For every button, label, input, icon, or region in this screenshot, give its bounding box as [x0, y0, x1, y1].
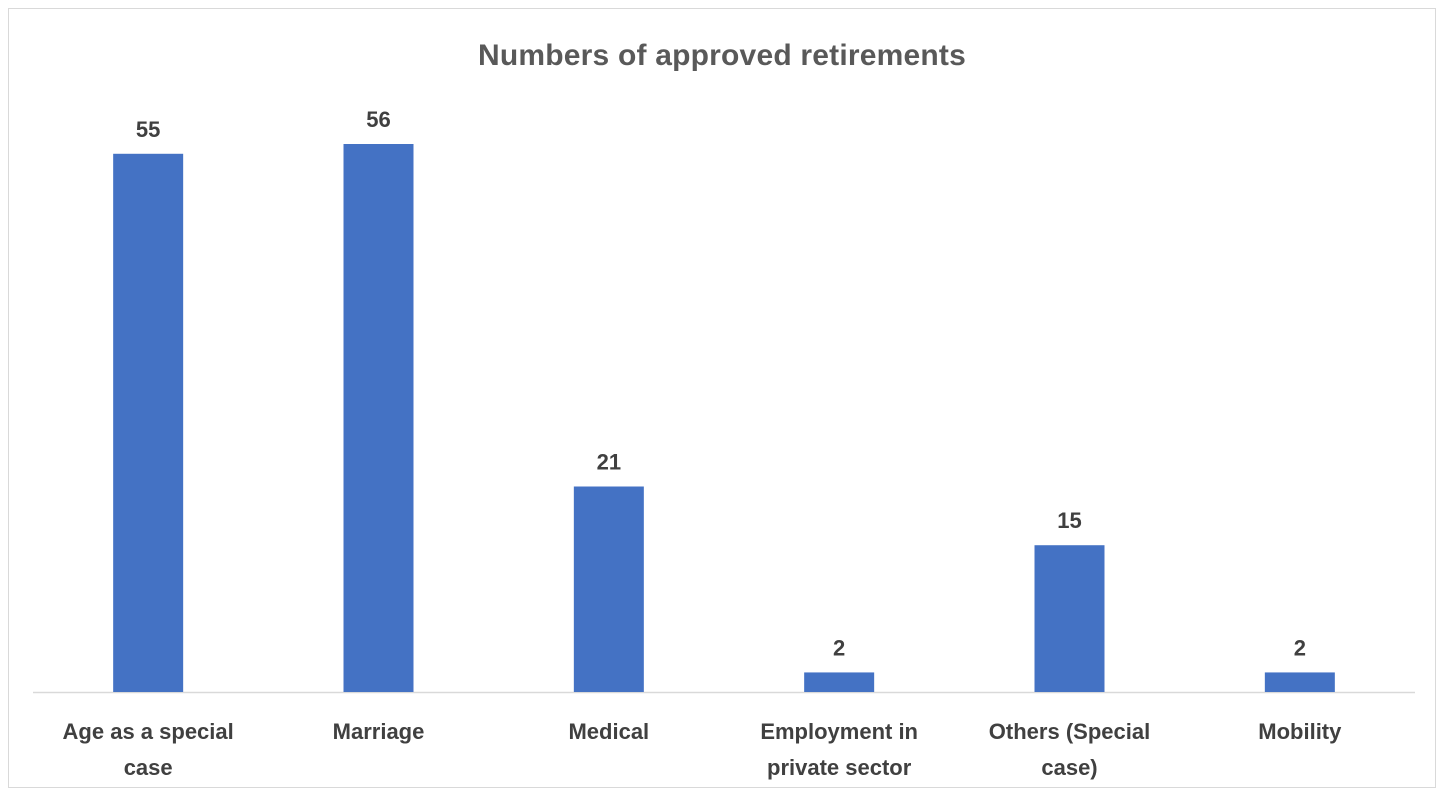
- x-tick-label-line: Others (Special: [989, 719, 1150, 744]
- x-tick-label-line: Medical: [568, 719, 649, 744]
- data-label: 2: [833, 635, 845, 660]
- x-tick-label-line: Age as a special: [63, 719, 234, 744]
- data-label: 2: [1294, 635, 1306, 660]
- data-label: 55: [136, 117, 160, 142]
- chart-title: Numbers of approved retirements: [478, 39, 966, 72]
- data-label: 56: [366, 107, 390, 132]
- data-label: 21: [597, 450, 621, 475]
- bar: [343, 144, 414, 692]
- data-label: 15: [1057, 508, 1081, 533]
- x-tick-label-line: Employment in: [760, 719, 918, 744]
- x-tick-label-line: private sector: [767, 755, 912, 780]
- bar: [1034, 545, 1105, 692]
- x-tick-label-line: Mobility: [1258, 719, 1342, 744]
- x-tick-label: Age as a special case: [63, 719, 234, 780]
- x-tick-label-line: Marriage: [333, 719, 425, 744]
- x-tick-label-line: case: [124, 755, 173, 780]
- x-tick-label: Marriage: [333, 719, 425, 744]
- x-tick-label: Medical: [568, 719, 649, 744]
- bar: [804, 672, 875, 692]
- bar: [1264, 672, 1335, 692]
- x-tick-label: Others (Special case): [989, 719, 1150, 780]
- chart-frame: Numbers of approved retirements: [8, 8, 1436, 788]
- bar: [113, 153, 184, 693]
- bar: [573, 486, 644, 692]
- x-tick-label: Employment in private sector: [760, 719, 918, 780]
- x-tick-label-line: case): [1041, 755, 1097, 780]
- x-tick-label: Mobility: [1258, 719, 1342, 744]
